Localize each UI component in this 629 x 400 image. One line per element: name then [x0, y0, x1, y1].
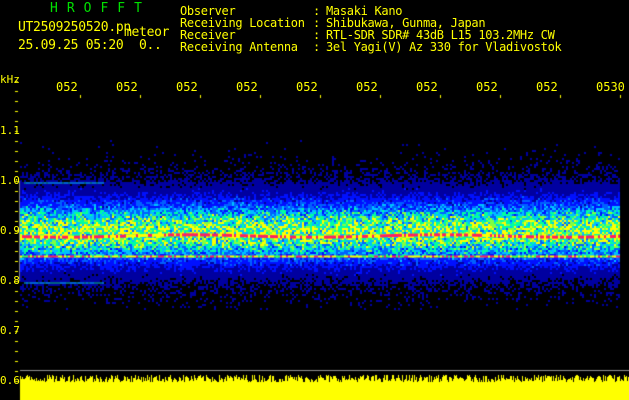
receiver-label: Receiver [180, 28, 236, 42]
time-tick-label: 0529 [536, 81, 557, 93]
separator: : [313, 16, 320, 30]
mode-label: meteor [124, 25, 170, 40]
time-tick-label: 0526 [356, 81, 377, 93]
observer-label: Observer [180, 4, 236, 18]
y-tick-label: 1.0 [0, 174, 20, 187]
time-tick-label: 0524 [236, 81, 257, 93]
y-tick-label: 0.7 [0, 324, 20, 337]
filename: UT2509250520.pn [18, 20, 131, 35]
time-tick-label: 0521 [56, 81, 77, 93]
observer-value: Masaki Kano [326, 4, 403, 18]
detection-count: 0.. [139, 38, 162, 53]
datetime: 25.09.25 05:20 [18, 38, 124, 53]
time-tick-label: 0528 [476, 81, 497, 93]
time-tick-label: 0522 [116, 81, 137, 93]
receiver-value: RTL-SDR SDR# 43dB L15 103.2MHz CW [326, 28, 555, 42]
app-title: HROFFT [50, 1, 151, 16]
antenna-label: Receiving Antenna [180, 40, 298, 54]
separator: : [313, 4, 320, 18]
location-label: Receiving Location [180, 16, 305, 30]
y-tick-label: 1.1 [0, 124, 20, 137]
separator: : [313, 40, 320, 54]
separator: : [313, 28, 320, 42]
y-tick-label: 0.8 [0, 274, 20, 287]
y-unit-label: kHz [0, 73, 20, 86]
y-tick-label: 0.6 [0, 374, 20, 387]
time-tick-label: 0527 [416, 81, 437, 93]
time-tick-label: 0525 [296, 81, 317, 93]
antenna-value: 3el Yagi(V) Az 330 for Vladivostok [326, 40, 562, 54]
time-tick-label: 0530 [596, 81, 625, 93]
y-tick-label: 0.9 [0, 224, 20, 237]
location-value: Shibukawa, Gunma, Japan [326, 16, 486, 30]
time-tick-label: 0523 [176, 81, 197, 93]
